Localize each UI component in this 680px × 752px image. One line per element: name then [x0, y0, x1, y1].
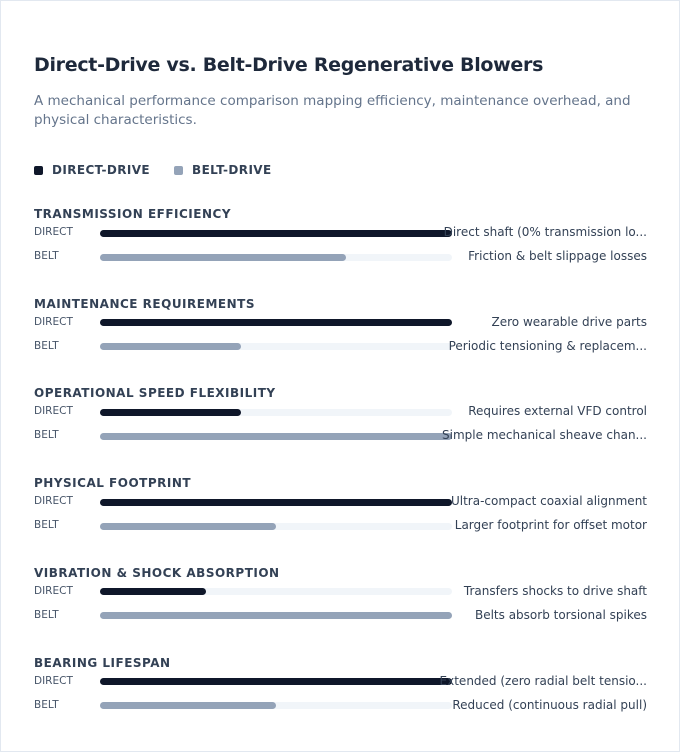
bar-annotation: Belts absorb torsional spikes — [474, 607, 647, 622]
bar-track — [100, 319, 452, 327]
bar — [100, 253, 347, 261]
legend-label: BELT-DRIVE — [192, 163, 272, 177]
row-label: BELT — [34, 698, 59, 711]
bar-annotation: Extended (zero radial belt tensio... — [439, 673, 647, 688]
bar-track — [100, 612, 452, 620]
bar-annotation: Periodic tensioning & replacem... — [448, 338, 647, 353]
row-label: DIRECT — [34, 226, 73, 238]
category-title: TRANSMISSION EFFICIENCY — [34, 207, 232, 221]
bar — [100, 343, 241, 351]
category-title: OPERATIONAL SPEED FLEXIBILITY — [34, 386, 276, 401]
bar — [100, 588, 206, 596]
row-label: BELT — [34, 339, 59, 352]
chart-title: Direct-Drive vs. Belt-Drive Regenerative… — [34, 54, 544, 76]
row-label: DIRECT — [34, 405, 73, 418]
bar-track — [100, 253, 452, 261]
row-label: DIRECT — [34, 674, 73, 687]
category-title: BEARING LIFESPAN — [34, 655, 171, 670]
bar-track — [100, 408, 452, 416]
row-label: DIRECT — [34, 495, 73, 508]
category-title: VIBRATION & SHOCK ABSORPTION — [34, 565, 280, 580]
legend-swatch — [174, 166, 184, 175]
bar-track — [100, 522, 452, 530]
bar-track — [100, 702, 452, 709]
row-label: BELT — [34, 429, 59, 442]
bar-annotation: Reduced (continuous radial pull) — [452, 697, 647, 712]
bar-annotation: Larger footprint for offset motor — [454, 518, 647, 533]
category-title: PHYSICAL FOOTPRINT — [34, 476, 192, 491]
row-label: BELT — [34, 519, 59, 532]
bar — [100, 678, 452, 685]
bar — [100, 522, 276, 530]
bar-track — [100, 588, 452, 596]
bar-track — [100, 678, 452, 685]
bar — [100, 702, 276, 709]
bar-annotation: Transfers shocks to drive shaft — [463, 583, 647, 598]
bar-annotation: Friction & belt slippage losses — [468, 249, 647, 263]
bar-track — [100, 229, 452, 237]
bar — [100, 612, 452, 620]
category-title: MAINTENANCE REQUIREMENTS — [34, 296, 255, 311]
bar — [100, 432, 452, 440]
row-label: DIRECT — [34, 315, 73, 328]
row-label: BELT — [34, 250, 59, 262]
bar-annotation: Direct shaft (0% transmission lo... — [443, 225, 647, 239]
bar-track — [100, 498, 452, 506]
legend-label: DIRECT-DRIVE — [52, 163, 151, 177]
bar-annotation: Ultra-compact coaxial alignment — [450, 494, 647, 509]
row-label: DIRECT — [34, 584, 73, 597]
bar — [100, 319, 452, 327]
row-label: BELT — [34, 608, 59, 621]
chart-subtitle: A mechanical performance comparison mapp… — [34, 93, 631, 128]
bar-annotation: Zero wearable drive parts — [491, 314, 647, 329]
bar — [100, 498, 452, 506]
bar-annotation: Simple mechanical sheave chan... — [442, 428, 647, 443]
legend-swatch — [34, 166, 43, 175]
bar-track — [100, 343, 452, 351]
bar-track — [100, 432, 452, 440]
bar — [100, 408, 241, 416]
bar-annotation: Requires external VFD control — [468, 404, 647, 419]
bar — [100, 229, 452, 237]
